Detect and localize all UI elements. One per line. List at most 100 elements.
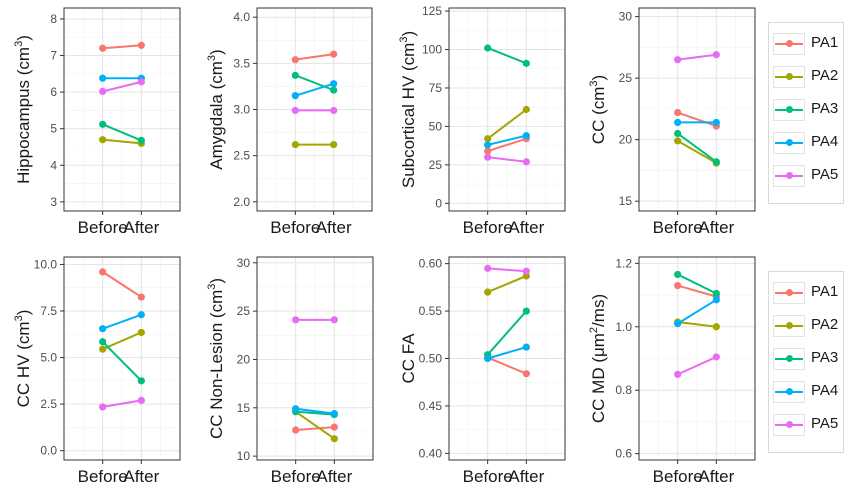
data-point-pa2 (291, 140, 299, 149)
series-line-pa5 (102, 80, 142, 93)
series-line-pa5 (487, 267, 527, 273)
x-tick-label: Before (78, 218, 128, 237)
y-tick-label: 0.50 (419, 352, 443, 366)
legend-key-pa3 (773, 348, 805, 370)
data-point-pa5 (99, 87, 107, 95)
data-point-pa1 (99, 268, 107, 276)
y-tick-label: 7.5 (40, 304, 57, 318)
y-tick-label: 6 (50, 85, 57, 99)
legend-dot-pa1 (786, 289, 793, 296)
data-point-pa5 (522, 158, 530, 166)
data-point-pa2 (330, 435, 338, 443)
panel-border (448, 7, 566, 212)
data-point-pa5 (292, 316, 300, 324)
x-tick-label: After (508, 467, 544, 486)
series-line-pa2 (487, 275, 527, 294)
series-line-pa1 (487, 356, 527, 375)
legend-label-pa4: PA4 (811, 382, 839, 399)
series-line-pa2 (102, 138, 142, 145)
y-tick-label: 15 (619, 194, 633, 208)
x-tick-label: After (316, 467, 352, 486)
data-point-pa5 (712, 353, 720, 361)
series-line-pa4 (677, 298, 717, 325)
legend-dot-pa5 (786, 172, 793, 179)
legend-dot-pa2 (786, 73, 793, 80)
data-point-pa2 (712, 323, 720, 331)
legend-item-pa3: PA3 (769, 97, 843, 123)
x-tick-label: Before (463, 467, 513, 486)
data-point-pa4 (291, 92, 299, 100)
data-point-pa4 (522, 343, 530, 351)
y-tick-label: 3.0 (233, 103, 250, 117)
legend-item-pa5: PA5 (769, 163, 843, 189)
legend-label-pa5: PA5 (811, 166, 839, 183)
legend-top: PA1 PA2 PA3 PA4 PA5 (768, 22, 844, 204)
series-line-pa1 (677, 284, 717, 298)
series-line-pa1 (102, 44, 142, 50)
data-point-pa5 (99, 403, 107, 411)
x-tick-label: After (123, 218, 159, 237)
data-point-pa2 (674, 137, 682, 145)
data-point-pa4 (137, 311, 145, 319)
y-tick-label: 2.5 (233, 149, 250, 163)
superscript: 2 (588, 327, 600, 333)
series-line-pa4 (487, 134, 527, 146)
data-point-pa5 (484, 264, 492, 272)
series-line-pa3 (101, 341, 143, 382)
legend-item-pa2: PA2 (769, 64, 843, 90)
data-point-pa2 (522, 105, 530, 114)
data-point-pa3 (712, 289, 720, 298)
y-tick-label: 100 (422, 43, 442, 57)
superscript: 3 (588, 80, 600, 86)
series-line-pa5 (102, 399, 142, 408)
legend-label-pa5: PA5 (811, 415, 839, 432)
series-line-pa4 (102, 313, 142, 330)
data-point-pa5 (522, 267, 530, 275)
series-line-pa3 (487, 47, 527, 65)
data-point-pa4 (484, 141, 492, 149)
y-tick-label: 0 (435, 196, 442, 210)
series-line-pa4 (295, 82, 334, 97)
legend-key-pa4 (773, 381, 805, 403)
series-line-pa3 (486, 310, 528, 356)
data-point-pa3 (137, 136, 145, 145)
data-point-pa1 (137, 41, 145, 49)
data-point-pa2 (330, 140, 338, 149)
series-line-pa2 (677, 140, 717, 164)
series-line-pa1 (487, 137, 527, 152)
data-point-pa1 (484, 147, 492, 155)
x-tick-label: Before (270, 218, 320, 237)
panel-border (256, 256, 374, 461)
data-point-pa3 (674, 270, 682, 279)
y-tick-label: 8 (50, 12, 57, 26)
legend-label-pa2: PA2 (811, 67, 839, 84)
y-tick-label: 0.8 (615, 383, 632, 397)
y-axis-title: CC (cm3) (588, 75, 608, 144)
x-tick-label: After (316, 218, 352, 237)
data-point-pa1 (330, 50, 338, 58)
legend-key-pa4 (773, 132, 805, 154)
superscript: 3 (206, 284, 218, 290)
data-point-pa3 (484, 44, 492, 52)
y-tick-label: 50 (429, 119, 443, 133)
legend-label-pa2: PA2 (811, 316, 839, 333)
y-tick-label: 0.55 (419, 304, 443, 318)
y-tick-label: 30 (237, 256, 251, 270)
y-tick-label: 2.0 (233, 195, 250, 209)
legend-item-pa1: PA1 (769, 280, 843, 306)
y-axis-title: CC Non-Lesion (cm3) (206, 278, 226, 439)
data-point-pa2 (484, 135, 492, 143)
data-point-pa5 (674, 56, 682, 64)
y-axis-title: CC MD (μm2/ms) (588, 294, 608, 423)
y-axis-title: Hippocampus (cm3) (13, 35, 33, 184)
y-tick-label: 25 (429, 158, 443, 172)
data-point-pa4 (674, 118, 682, 127)
x-tick-label: After (698, 467, 734, 486)
legend-item-pa4: PA4 (769, 130, 843, 156)
x-tick-label: Before (271, 467, 321, 486)
series-line-pa5 (677, 356, 717, 376)
data-point-pa4 (712, 296, 720, 304)
